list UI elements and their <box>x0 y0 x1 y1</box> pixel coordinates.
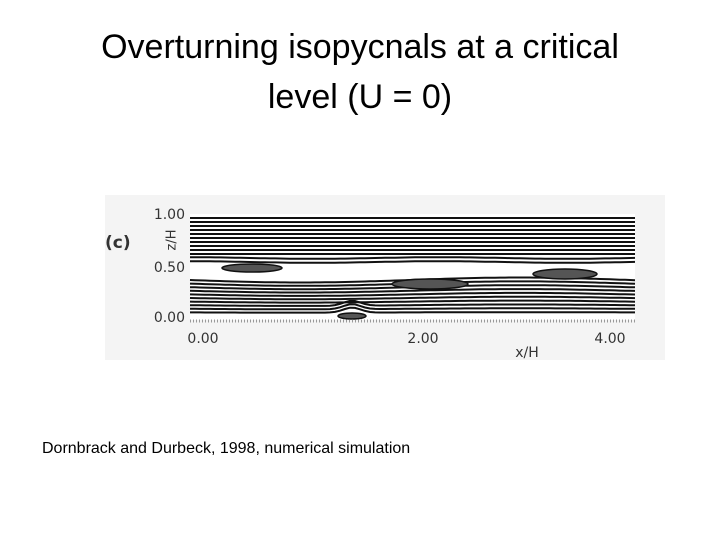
caption: Dornbrack and Durbeck, 1998, numerical s… <box>42 440 411 457</box>
panel-label: (c) <box>105 233 131 253</box>
isopycnal <box>189 295 636 301</box>
isopycnal <box>189 291 636 297</box>
slide-title: Overturning isopycnals at a critical lev… <box>0 22 720 122</box>
isopycnal <box>189 288 636 294</box>
x-tick-label: 4.00 <box>594 331 625 347</box>
isopycnal <box>221 263 283 273</box>
x-axis-label: x/H <box>515 345 539 361</box>
title-line: Overturning isopycnals at a critical <box>101 28 619 66</box>
isopycnal <box>337 312 367 320</box>
isopycnals <box>189 217 636 320</box>
isopycnal <box>190 256 636 260</box>
title-line: level (U = 0) <box>267 78 453 116</box>
isopycnal <box>391 278 469 290</box>
isopycnal <box>189 299 636 304</box>
x-tick-label: 2.00 <box>407 331 438 347</box>
isopycnal <box>532 268 598 280</box>
isopycnal <box>189 299 636 307</box>
y-tick-label: 0.00 <box>154 310 185 326</box>
y-tick-label: 1.00 <box>154 207 185 223</box>
y-axis-label: z/H <box>165 230 180 251</box>
y-tick-label: 0.50 <box>154 260 185 276</box>
x-tick-label: 0.00 <box>187 331 218 347</box>
isopycnal <box>190 260 636 264</box>
isopycnal <box>190 303 635 311</box>
isopycnal <box>190 306 635 314</box>
